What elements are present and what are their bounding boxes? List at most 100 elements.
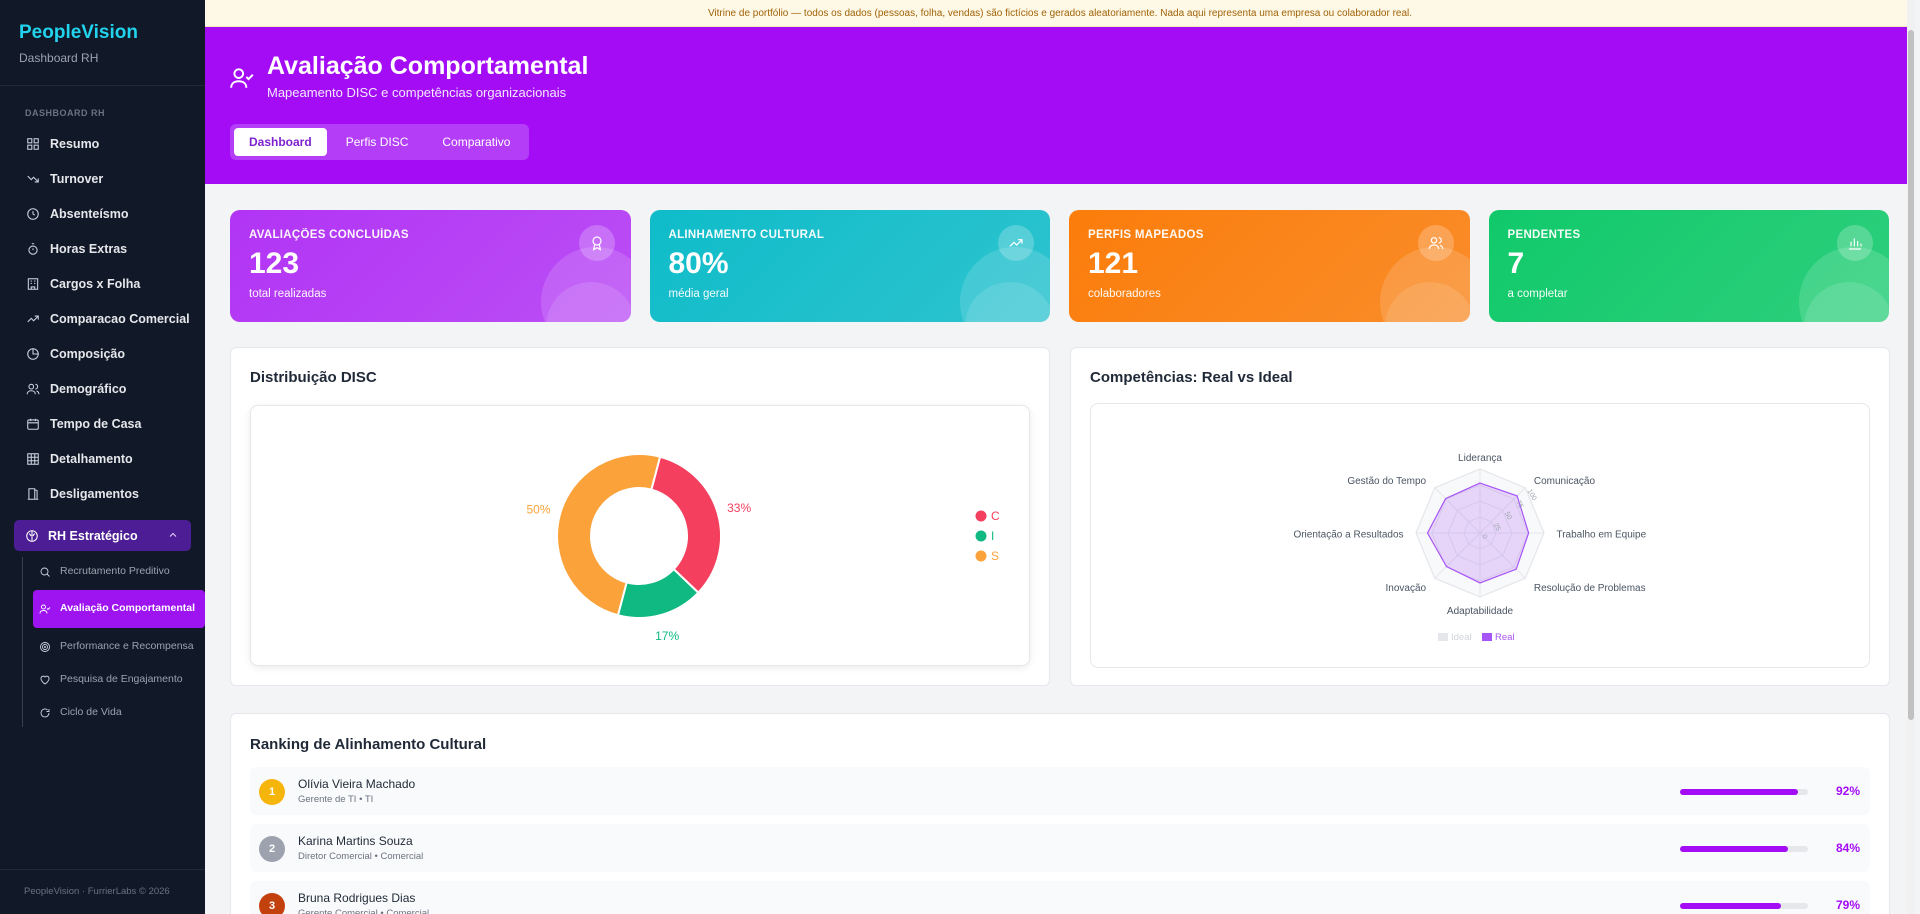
clock-icon — [25, 206, 41, 222]
sidebar-item-tempo-de-casa[interactable]: Tempo de Casa — [0, 406, 205, 441]
bar-chart-icon — [1837, 225, 1873, 261]
timer-icon — [25, 241, 41, 257]
rank-badge: 3 — [259, 893, 285, 914]
legend-label: Ideal — [1451, 632, 1472, 643]
kpi-label: PERFIS MAPEADOS — [1088, 229, 1204, 241]
tab-dashboard[interactable]: Dashboard — [234, 128, 327, 156]
users-icon — [25, 381, 41, 397]
radar-spoke — [1434, 532, 1481, 579]
sidebar-subitem-ciclo-de-vida[interactable]: Ciclo de Vida — [33, 698, 205, 727]
sidebar-subitem-pesquisa-de-engajamento[interactable]: Pesquisa de Engajamento — [33, 665, 205, 694]
chevron-up-icon[interactable] — [167, 529, 179, 544]
kpi-label: ALINHAMENTO CULTURAL — [668, 229, 825, 241]
brand: PeopleVision Dashboard RH — [0, 0, 205, 86]
radar-axis-label: Resolução de Problemas — [1534, 583, 1646, 594]
sidebar-subitem-recrutamento-preditivo[interactable]: Recrutamento Preditivo — [33, 557, 205, 586]
sidebar-item-composicao[interactable]: Composição — [0, 336, 205, 371]
disc-legend-item[interactable]: C — [975, 509, 1001, 523]
calendar-icon — [25, 416, 41, 432]
kpi-label: PENDENTES — [1507, 229, 1581, 241]
radar-chart-card: 0 25 50 75 100 Liderança Comunicação Trabalho e… — [1090, 403, 1870, 668]
brain-icon — [25, 529, 39, 543]
nav-section-label: DASHBOARD RH — [25, 108, 105, 118]
disc-legend-item[interactable]: I — [975, 529, 995, 543]
kpi-card: ALINHAMENTO CULTURAL 80% média geral — [649, 210, 1050, 322]
disc-chart-card: 33% 17% 50% C I S — [250, 405, 1030, 666]
sidebar-item-turnover[interactable]: Turnover — [0, 161, 205, 196]
sidebar-item-label: Comparacao Comercial — [50, 311, 190, 326]
sidebar-subitem-label: Pesquisa de Engajamento — [60, 672, 183, 685]
employee-role: Gerente de TI • TI — [298, 794, 374, 805]
main-content: Vitrine de portfólio — todos os dados (p… — [205, 0, 1915, 914]
disc-donut-chart: 33% 17% 50% CIS — [526, 453, 1001, 643]
radar-series-ideal[interactable] — [1415, 468, 1545, 598]
employee-role: Gerente Comercial • Comercial — [298, 908, 430, 914]
brand-title[interactable]: PeopleVision — [19, 22, 138, 43]
competencias-panel-title: Competências: Real vs Ideal — [1090, 369, 1293, 386]
page-header: Avaliação Comportamental Mapeamento DISC… — [205, 27, 1915, 184]
building-icon — [25, 276, 41, 292]
alignment-percent: 92% — [1835, 784, 1860, 798]
radar-tick-label: 25 — [1492, 522, 1502, 532]
sidebar-item-detalhamento[interactable]: Detalhamento — [0, 441, 205, 476]
kpi-value: 7 — [1507, 247, 1525, 280]
sidebar-item-label: Absenteísmo — [50, 206, 129, 221]
ranking-row[interactable]: 2 Karina Martins Souza Diretor Comercial •… — [250, 824, 1870, 872]
user-check-icon — [39, 603, 51, 615]
scrollbar-thumb[interactable] — [1908, 30, 1914, 720]
disc-slice-c[interactable] — [650, 455, 722, 595]
disc-slice-s[interactable] — [556, 453, 662, 617]
radar-series-real[interactable] — [1426, 482, 1530, 584]
radar-legend-item[interactable]: Real — [1482, 632, 1515, 643]
sidebar-item-desligamentos[interactable]: Desligamentos — [0, 476, 205, 511]
kpi-subtext: média geral — [668, 288, 729, 300]
door-icon — [25, 486, 41, 502]
rank-badge: 1 — [259, 779, 285, 805]
brand-subtitle: Dashboard RH — [19, 51, 99, 65]
pie-icon — [25, 346, 41, 362]
alignment-percent: 84% — [1835, 841, 1860, 855]
employee-name: Bruna Rodrigues Dias — [298, 891, 416, 905]
tab-perfis-disc[interactable]: Perfis DISC — [345, 135, 409, 149]
tab-comparativo[interactable]: Comparativo — [442, 135, 511, 149]
sidebar-subitem-performance-e-recompensa[interactable]: Performance e Recompensa — [33, 632, 205, 661]
radar-tick-label: 100 — [1526, 488, 1538, 502]
sidebar-item-demografico[interactable]: Demográfico — [0, 371, 205, 406]
rank-badge: 2 — [259, 836, 285, 862]
legend-swatch — [975, 550, 987, 562]
sidebar-subitem-label: Performance e Recompensa — [60, 639, 194, 652]
radar-axis-label: Adaptabilidade — [1447, 606, 1514, 617]
nav-group-rh-estrategico[interactable]: RH Estratégico — [14, 520, 191, 551]
users-icon — [1417, 225, 1454, 261]
radar-legend-item[interactable]: Ideal — [1438, 632, 1472, 643]
disc-legend-item[interactable]: S — [975, 549, 1000, 563]
sidebar-subitem-avaliacao-comportamental[interactable]: Avaliação Comportamental — [33, 590, 205, 628]
sidebar-item-cargos-x-folha[interactable]: Cargos x Folha — [0, 266, 205, 301]
radar-tick-label: 0 — [1480, 534, 1488, 541]
sidebar-item-resumo[interactable]: Resumo — [0, 126, 205, 161]
portfolio-notice: Vitrine de portfólio — todos os dados (p… — [205, 0, 1915, 27]
table-icon — [25, 451, 41, 467]
page-title: Avaliação Comportamental — [267, 52, 589, 80]
sidebar-item-horas-extras[interactable]: Horas Extras — [0, 231, 205, 266]
sidebar-subitem-label: Avaliação Comportamental — [60, 602, 195, 615]
nav-group-label: RH Estratégico — [48, 528, 138, 543]
sidebar-item-label: Detalhamento — [50, 451, 133, 466]
legend-swatch — [1438, 633, 1448, 641]
alignment-progress-fill — [1680, 903, 1782, 909]
kpi-card: PERFIS MAPEADOS 121 colaboradores — [1069, 210, 1470, 322]
ranking-row[interactable]: 1 Olívia Vieira Machado Gerente de TI • TI… — [250, 767, 1870, 815]
kpi-value: 121 — [1088, 247, 1139, 280]
ranking-row[interactable]: 3 Bruna Rodrigues Dias Gerente Comercial •… — [250, 881, 1870, 914]
disc-slice-label: 50% — [526, 502, 550, 516]
sidebar-item-label: Desligamentos — [50, 486, 139, 501]
sidebar-item-label: Cargos x Folha — [50, 276, 141, 291]
legend-label: Real — [1495, 632, 1515, 643]
sidebar-item-comparacao-comercial[interactable]: Comparacao Comercial — [0, 301, 205, 336]
ranking-panel-title: Ranking de Alinhamento Cultural — [250, 736, 487, 753]
page-scrollbar[interactable] — [1907, 0, 1915, 914]
sidebar-item-absenteismo[interactable]: Absenteísmo — [0, 196, 205, 231]
disc-slice-label: 17% — [655, 629, 679, 643]
radar-axis-label: Gestão do Tempo — [1347, 476, 1426, 487]
